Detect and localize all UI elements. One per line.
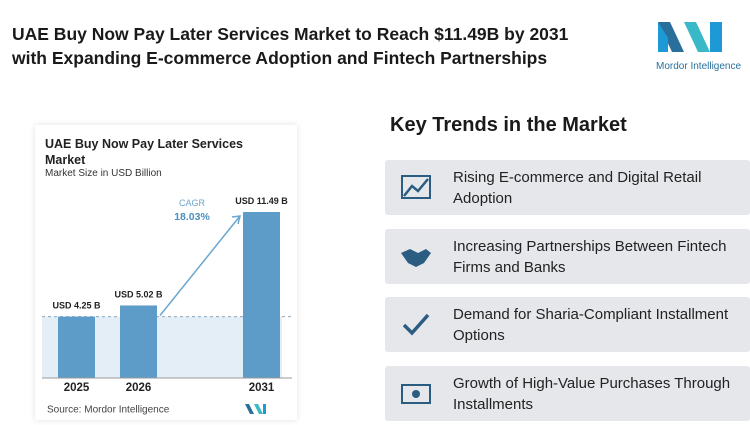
trend-text: Increasing Partnerships Between Fintech … [453, 238, 727, 276]
trends-title: Key Trends in the Market [390, 114, 627, 136]
trend-box [385, 366, 750, 421]
bar [120, 305, 157, 378]
trend-box [385, 229, 750, 284]
trend-box [385, 297, 750, 352]
page-title: UAE Buy Now Pay Later Services Market to… [12, 24, 569, 44]
trend-box [385, 160, 750, 215]
page-title: with Expanding E-commerce Adoption and F… [12, 48, 548, 68]
chart-subtitle: Market Size in USD Billion [45, 168, 162, 179]
icon-handshake [401, 249, 431, 267]
bar [243, 212, 280, 378]
cagr-arrow [159, 215, 241, 316]
chart: Source: Mordor Intelligence USD 4.25 B 20… [42, 196, 292, 416]
bar [58, 316, 95, 378]
trend-text: Demand for Sharia-Compliant Installment … [453, 306, 729, 344]
trend-text: Growth of High-Value Purchases Through I… [453, 375, 731, 413]
cagr-value: 18.03% [174, 211, 210, 223]
cagr-label: CAGR [179, 198, 206, 208]
icon-check [402, 313, 430, 336]
icon-ecommerce [401, 175, 431, 199]
chart-title: UAE Buy Now Pay Later Services Market [45, 137, 243, 167]
cagr-arrowhead [231, 215, 241, 225]
source-logo [245, 404, 266, 414]
x-tick-label: 2031 [249, 382, 275, 394]
logo-text: Mordor Intelligence [656, 61, 741, 72]
value-label: USD 11.49 B [235, 196, 288, 206]
logo: Mordor Intelligence [656, 22, 741, 72]
x-tick-label: 2026 [126, 382, 152, 394]
source: Source: Mordor Intelligence [47, 405, 170, 416]
trend-text: Rising E-commerce and Digital Retail Ado… [453, 169, 702, 207]
value-label: USD 5.02 B [114, 289, 163, 299]
value-label: USD 4.25 B [52, 301, 101, 311]
x-tick-label: 2025 [64, 382, 90, 394]
icon-cash [401, 384, 431, 404]
